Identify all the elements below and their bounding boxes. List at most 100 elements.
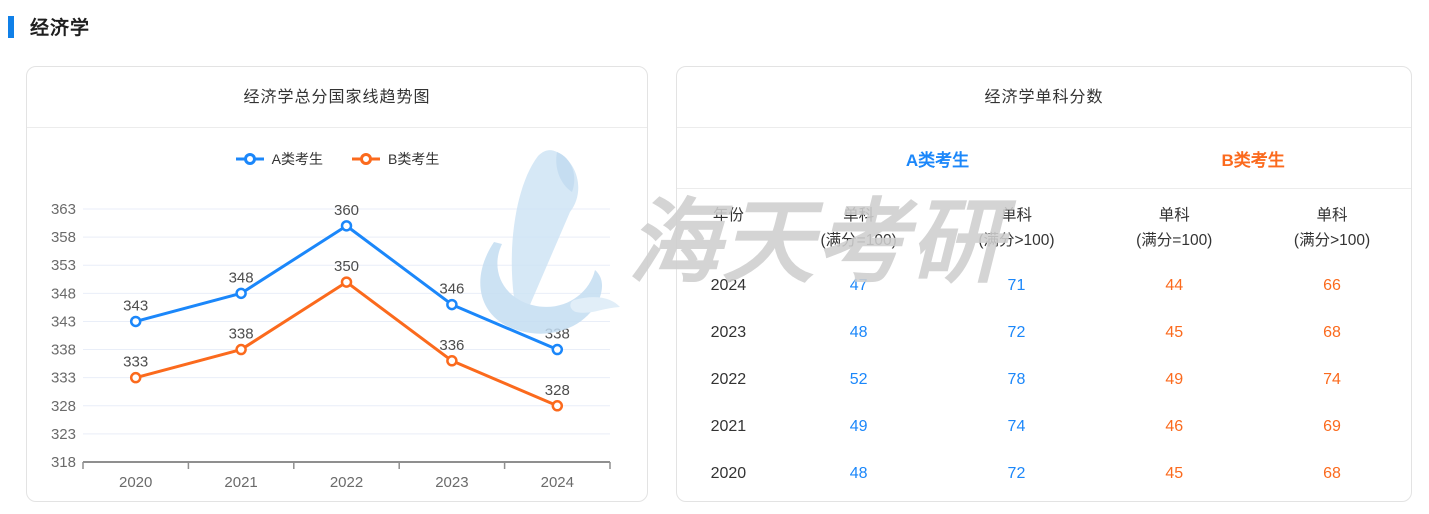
column-header-line1: 单科 [1316,207,1348,224]
section-header: 经济学 [8,13,90,40]
column-header-line1: 单科 [843,207,875,224]
y-axis-tick-label: 343 [51,313,76,330]
data-point-marker[interactable] [235,343,247,356]
score-cell: 49 [1165,370,1184,388]
score-cell: 44 [1165,276,1184,294]
y-axis-tick-label: 328 [51,398,76,415]
x-axis-tick-label: 2020 [119,474,152,491]
data-label: 360 [334,202,359,219]
data-label: 338 [545,326,570,343]
data-label: 338 [229,326,254,343]
score-cell: 47 [849,276,868,294]
group-header-a: A类考生 [905,150,970,170]
column-header-subject: 单科 (满分=100) [1095,204,1253,254]
year-cell: 2024 [710,276,747,294]
section-accent-bar [8,15,14,38]
column-header-subject: 单科 (满分>100) [938,204,1096,254]
data-label: 333 [123,354,148,371]
score-cell: 45 [1165,464,1184,482]
score-cell: 49 [849,417,868,435]
column-header-line2: (满分>100) [1293,231,1371,249]
y-axis-tick-label: 353 [51,257,76,274]
group-header-b: B类考生 [1221,150,1285,170]
legend-item-a-candidates[interactable]: A类考生 [235,149,323,169]
table-row: 2022 52 78 49 74 [677,356,1411,403]
score-cell: 46 [1165,417,1184,435]
data-point-marker[interactable] [551,400,564,412]
score-cell: 66 [1323,276,1341,294]
data-point-marker[interactable] [235,287,247,300]
y-axis-tick-label: 363 [51,201,76,218]
trend-chart-card: 经济学总分国家线趋势图 A类考生 B类考生 363 358 [26,66,648,502]
y-axis-tick-label: 358 [51,229,76,246]
data-label: 328 [545,382,570,399]
column-header-line1: 单科 [1000,207,1032,224]
x-axis-tick-label: 2023 [435,474,468,491]
column-header-line1: 单科 [1158,207,1190,224]
table-row: 2023 48 72 45 68 [677,309,1411,356]
x-axis-tick-label: 2022 [330,474,363,491]
score-cell: 72 [1007,323,1026,341]
score-cell: 71 [1007,276,1026,294]
score-cell: 69 [1323,417,1341,435]
data-point-marker[interactable] [446,355,458,367]
data-point-marker[interactable] [446,298,458,311]
section-title: 经济学 [30,18,91,39]
score-cell: 52 [849,370,868,388]
data-point-marker[interactable] [129,315,142,328]
cards-row: 经济学总分国家线趋势图 A类考生 B类考生 363 358 [26,66,1412,502]
score-cell: 78 [1007,370,1026,388]
column-header-year: 年份 [677,204,780,229]
trend-line-chart: 363 358 353 348 343 338 333 328 323 318 2020 2021 20… [51,201,611,491]
data-point-marker[interactable] [551,343,564,356]
score-cell: 68 [1323,323,1341,341]
data-label: 336 [439,337,464,354]
y-axis-tick-label: 323 [51,426,76,443]
score-table-title: 经济学单科分数 [677,67,1411,128]
trend-chart-title: 经济学总分国家线趋势图 [27,67,647,128]
score-table-card: 经济学单科分数 A类考生 B类考生 年份 单科 (满分=100) 单科 (满分>100)… [676,66,1412,502]
column-header-subject: 单科 (满分=100) [780,204,938,254]
table-body: 2024 47 71 44 66 2023 48 72 45 68 2022 52 78 49 74 2021… [677,262,1411,497]
table-row: 2024 47 71 44 66 [677,262,1411,309]
table-row: 2021 49 74 46 69 [677,403,1411,450]
y-axis-tick-label: 318 [51,454,76,471]
data-point-marker[interactable] [340,276,353,288]
column-header-line2: (满分=100) [820,231,897,249]
legend-label-a: A类考生 [271,151,323,167]
x-axis-tick-label: 2021 [224,474,257,491]
x-axis-tick-label: 2024 [541,474,574,491]
chart-legend: A类考生 B类考生 [27,128,647,190]
score-cell: 74 [1007,417,1026,435]
series-line-1 [134,280,559,408]
table-group-header: A类考生 B类考生 [677,128,1411,189]
data-point-marker[interactable] [340,220,353,232]
data-label: 346 [439,281,464,298]
data-label: 348 [229,269,254,286]
data-label: 343 [123,297,148,314]
table-column-headers: 年份 单科 (满分=100) 单科 (满分>100) 单科 (满分=100) 单科 (满分>10… [677,189,1411,262]
column-header-line2: (满分>100) [978,231,1055,249]
score-cell: 45 [1165,323,1184,341]
y-axis-tick-label: 338 [51,342,76,359]
score-cell: 72 [1007,464,1026,482]
line-marker-icon [235,153,264,165]
column-header-line1: 年份 [712,207,744,224]
score-cell: 68 [1323,464,1341,482]
data-point-marker[interactable] [129,371,142,384]
score-cell: 48 [849,323,868,341]
column-header-subject: 单科 (满分>100) [1253,204,1411,254]
table-row: 2020 48 72 45 68 [677,450,1411,497]
legend-label-b: B类考生 [388,151,440,167]
year-cell: 2020 [710,464,747,482]
y-axis-tick-label: 333 [51,370,76,387]
year-cell: 2021 [710,417,747,435]
score-cell: 74 [1323,370,1341,388]
score-cell: 48 [849,464,868,482]
year-cell: 2022 [710,370,747,388]
legend-item-b-candidates[interactable]: B类考生 [351,149,439,169]
data-label: 350 [334,258,359,275]
y-axis-tick-label: 348 [51,285,76,302]
column-header-line2: (满分=100) [1136,231,1213,249]
